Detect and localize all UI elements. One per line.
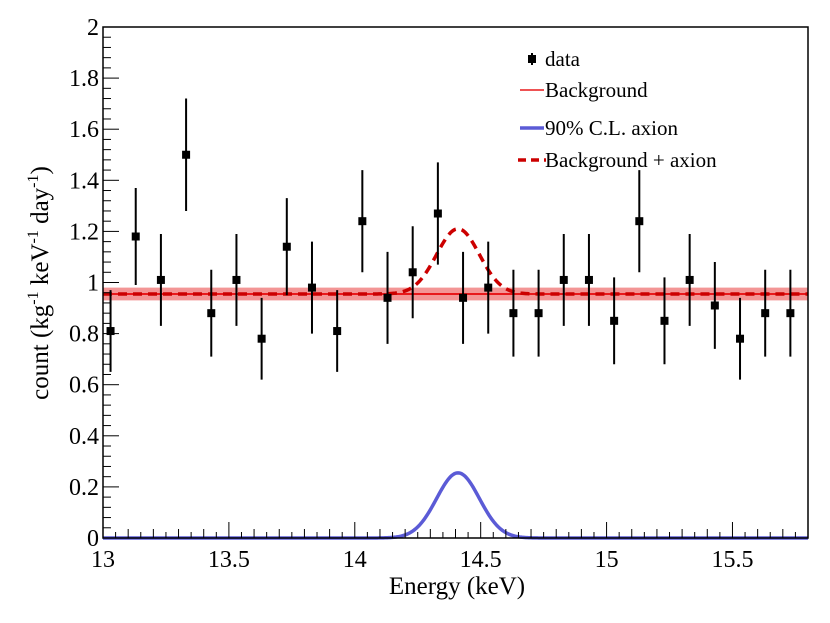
y-tick-label: 1.8 (69, 66, 99, 92)
legend-entry-data: data (528, 47, 581, 71)
data-point (736, 334, 745, 343)
data-point (660, 316, 669, 325)
x-axis-title: Energy (keV) (389, 573, 525, 600)
y-tick-label: 1.6 (69, 117, 99, 143)
legend-label-background: Background (545, 78, 648, 102)
data-point (307, 283, 316, 292)
x-tick-label: 15 (595, 547, 619, 573)
legend-data-marker (528, 55, 536, 63)
y-tick-label: 0.4 (69, 424, 99, 450)
y-axis-title-part: keV (27, 243, 54, 291)
data-point (484, 283, 493, 292)
y-axis-title-sup: -1 (25, 291, 42, 304)
data-point (131, 232, 140, 241)
data-point (610, 316, 619, 325)
data-points-layer (106, 98, 795, 380)
legend-entry-background-plus-axion: Background + axion (518, 148, 717, 172)
legend-label-background-plus-axion: Background + axion (545, 148, 717, 172)
y-axis-title: count (kg-1 keV-1 day-1) (25, 166, 54, 400)
legend-label-axion: 90% C.L. axion (545, 116, 678, 140)
legend: data Background 90% C.L. axion Backgroun… (518, 47, 717, 172)
plot-frame (102, 26, 809, 539)
legend-entry-background: Background (520, 78, 648, 102)
y-tick-label: 0.6 (69, 373, 99, 399)
data-point (761, 309, 770, 318)
data-point (710, 301, 719, 310)
data-point (182, 150, 191, 159)
data-point (584, 275, 593, 284)
y-tick-label: 1.2 (69, 219, 99, 245)
y-tick-label: 1 (87, 271, 99, 297)
legend-entry-axion: 90% C.L. axion (520, 116, 678, 140)
data-point (207, 309, 216, 318)
data-point (156, 275, 165, 284)
data-point (257, 334, 266, 343)
x-tick-label: 13 (91, 547, 115, 573)
y-axis-title-part: day (27, 187, 54, 230)
data-point (433, 209, 442, 218)
data-point (333, 327, 342, 336)
axion-curve (103, 471, 808, 540)
y-tick-label: 1.4 (69, 168, 99, 194)
data-point (509, 309, 518, 318)
tick-labels: 13 13.5 14 14.5 15 15.5 0 0.2 0.4 0.6 0.8 1 1.2 1.4 1.… (69, 15, 753, 573)
y-tick-label: 2 (87, 15, 99, 41)
curve-layer (103, 227, 808, 540)
data-point (459, 293, 468, 302)
y-axis-title-sup: -1 (25, 230, 42, 243)
data-point (559, 275, 568, 284)
x-tick-label: 14.5 (460, 547, 502, 573)
x-tick-label: 15.5 (711, 547, 753, 573)
y-axis-title-part: ) (27, 166, 54, 174)
data-point (232, 275, 241, 284)
y-tick-label: 0.2 (69, 475, 99, 501)
x-tick-label: 13.5 (208, 547, 250, 573)
data-point (383, 293, 392, 302)
data-point (358, 217, 367, 226)
data-point (106, 327, 115, 336)
data-point (685, 275, 694, 284)
data-point (635, 217, 644, 226)
data-point (786, 309, 795, 318)
data-point (534, 309, 543, 318)
data-point (408, 268, 417, 277)
y-tick-label: 0 (87, 526, 99, 552)
data-point (282, 242, 291, 251)
y-axis-title-part: count (kg (27, 304, 54, 400)
x-tick-label: 14 (343, 547, 367, 573)
legend-label-data: data (545, 47, 581, 71)
axis-ticks (102, 26, 809, 539)
background-plus-axion-curve (103, 227, 808, 296)
y-tick-label: 0.8 (69, 322, 99, 348)
y-axis-title-sup: -1 (25, 174, 42, 187)
